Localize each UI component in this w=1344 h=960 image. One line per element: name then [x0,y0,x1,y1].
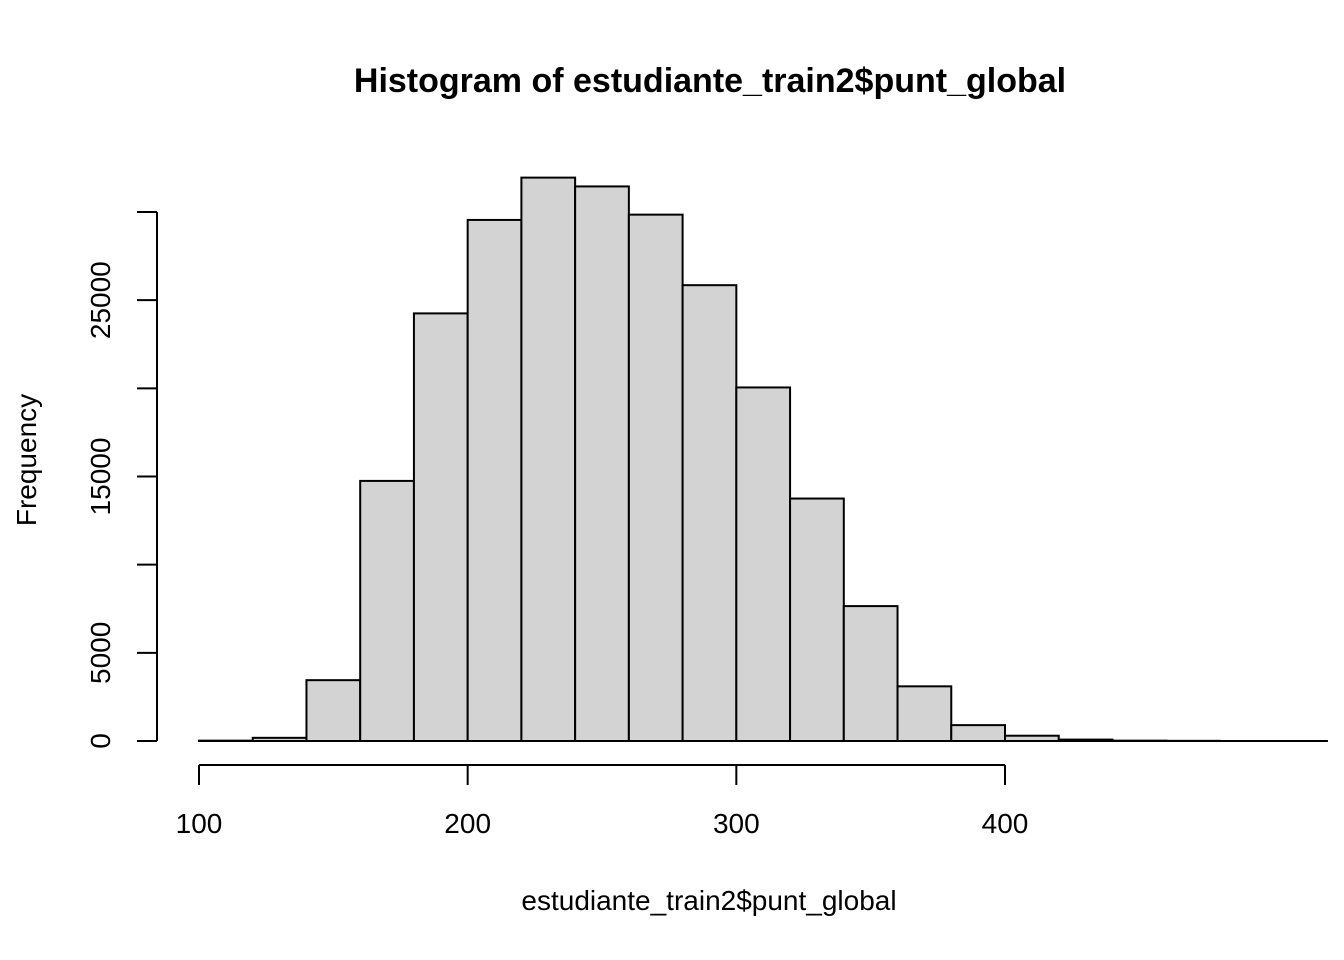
x-tick-label: 200 [444,808,491,839]
histogram-bar [520,176,577,743]
histogram-bar [789,497,845,742]
y-axis: 0 5000 15000 25000 [85,211,158,749]
histogram-bar [574,185,630,743]
chart-title: Histogram of estudiante_train2$punt_glob… [354,62,1066,100]
x-tick-label: 100 [176,808,223,839]
y-tick-label: 25000 [85,261,116,339]
histogram-bar [681,284,738,742]
y-axis-label: Frequency [11,394,42,526]
histogram-bar [735,386,792,742]
histogram-bar [842,605,899,742]
y-tick-label: 5000 [85,622,116,684]
x-tick-label: 300 [713,808,760,839]
x-tick-label: 400 [982,808,1029,839]
histogram-bar [896,685,953,743]
histogram-bar [305,679,362,742]
bars-group [198,176,1328,743]
y-tick-label: 0 [85,733,116,749]
x-axis-label: estudiante_train2$punt_global [521,885,896,916]
histogram-bar [627,213,684,742]
y-tick-label: 15000 [85,438,116,516]
histogram-bar [359,479,415,742]
histogram-bar [412,312,469,742]
histogram-bar [466,218,523,742]
x-axis: 100 200 300 400 [176,764,1029,839]
histogram-bar [950,724,1006,743]
